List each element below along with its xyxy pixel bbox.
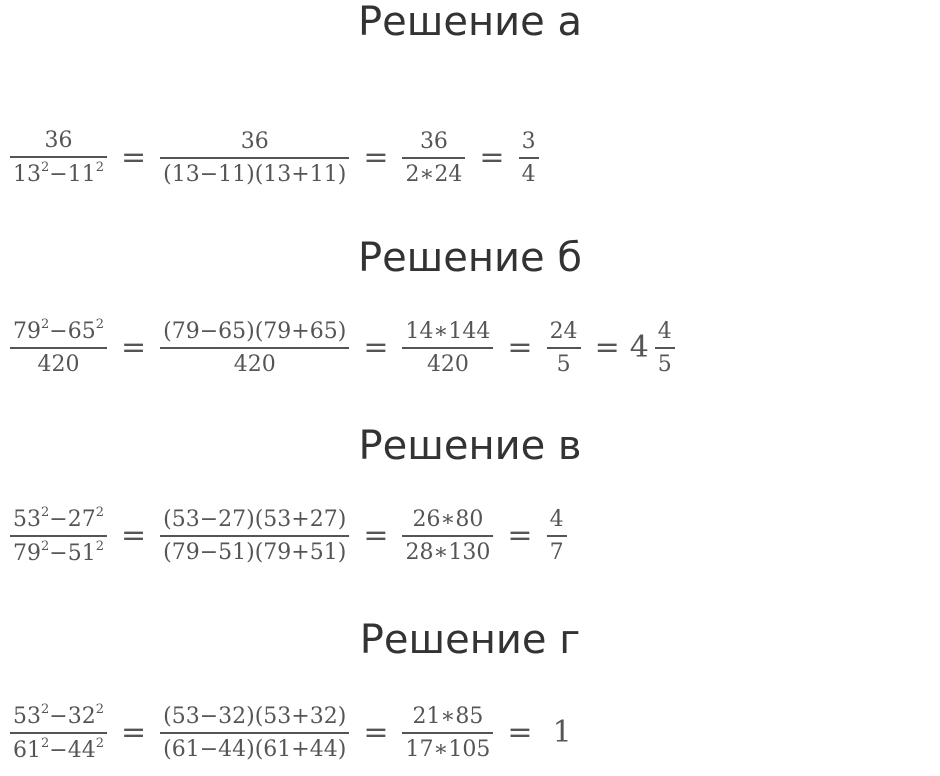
fraction-bar [518, 156, 539, 159]
numerator: 532−272 [13, 505, 104, 532]
whole-part: 4 [629, 330, 649, 366]
fraction: 26∗80 28∗130 [402, 507, 494, 566]
numerator: 26∗80 [412, 507, 484, 532]
numerator: 36 [240, 128, 269, 154]
fraction-bar [160, 732, 350, 735]
fraction-bar [402, 535, 494, 538]
denominator: 420 [233, 351, 276, 377]
numerator: 4 [657, 318, 672, 344]
operator: = [363, 139, 389, 175]
operator: = [121, 715, 147, 751]
numerator: 21∗85 [412, 704, 484, 729]
numerator: 24 [549, 318, 578, 344]
fraction-bar [546, 346, 581, 349]
heading-v: Решение в [358, 423, 582, 469]
numerator: (53−27)(53+27) [163, 507, 347, 532]
denominator: 792−512 [13, 539, 104, 567]
operator: = [121, 518, 147, 554]
fraction: 24 5 [546, 318, 581, 378]
fraction-bar [402, 732, 494, 735]
denominator: 2∗24 [405, 161, 463, 187]
equation-v: 532−272 792−512 = (53−27)(53+27) (79−51)(79+… [6, 505, 571, 567]
denominator: 5 [657, 351, 672, 377]
fraction: 36 132−112 [10, 128, 107, 188]
operator: = [363, 329, 389, 365]
operator: = [507, 715, 533, 751]
denominator: 420 [426, 351, 469, 377]
operator: = [507, 329, 533, 365]
denominator: 17∗105 [405, 737, 491, 763]
heading-b: Решение б [357, 235, 583, 281]
fraction: (53−27)(53+27) (79−51)(79+51) [160, 507, 350, 566]
numerator: 3 [521, 128, 536, 154]
fraction: (53−32)(53+32) (61−44)(61+44) [160, 704, 350, 763]
fraction: (79−65)(79+65) 420 [160, 318, 350, 378]
fraction-bar [654, 346, 675, 349]
numerator: 14∗144 [405, 318, 491, 344]
fraction-bar [160, 156, 350, 159]
denominator: (61−44)(61+44) [163, 737, 347, 763]
fraction-bar [160, 535, 350, 538]
fraction-bar [402, 156, 466, 159]
operator: = [479, 139, 505, 175]
fraction-bar [10, 347, 107, 350]
numerator: 4 [549, 507, 564, 532]
denominator: (79−51)(79+51) [163, 540, 347, 566]
denominator: 28∗130 [405, 540, 491, 566]
equation-a: 36 132−112 = 36 (13−11)(13+11) = 36 2∗24 = 3 4 [6, 128, 543, 188]
numerator: (79−65)(79+65) [163, 318, 347, 344]
numerator: 36 [44, 128, 73, 153]
equation-b: 792−652 420 = (79−65)(79+65) 420 = 14∗144 420 = 2… [6, 317, 679, 378]
fraction: 792−652 420 [10, 317, 107, 378]
fraction: 532−272 792−512 [10, 505, 107, 567]
denominator: 420 [37, 352, 80, 378]
fraction-bar [10, 535, 107, 538]
heading-g: Решение г [359, 617, 581, 663]
denominator: 7 [549, 540, 564, 566]
fraction: 36 2∗24 [402, 128, 466, 188]
fraction-bar [10, 732, 107, 735]
operator: = [507, 518, 533, 554]
fraction: 532−322 612−442 [10, 702, 107, 764]
numerator: 792−652 [13, 317, 104, 344]
denominator: (13−11)(13+11) [163, 161, 347, 187]
fraction-bar [402, 346, 494, 349]
operator: = [363, 715, 389, 751]
fraction-bar [160, 346, 350, 349]
operator: = [121, 329, 147, 365]
numerator: (53−32)(53+32) [163, 704, 347, 729]
fraction: 14∗144 420 [402, 318, 494, 378]
denominator: 612−442 [13, 736, 104, 764]
operator: = [363, 518, 389, 554]
fraction-bar [10, 156, 107, 159]
numerator: 36 [419, 128, 448, 154]
heading-a: Решение а [358, 0, 582, 45]
denominator: 4 [521, 161, 536, 187]
denominator: 132−112 [13, 160, 104, 188]
denominator: 5 [556, 351, 571, 377]
fraction-bar [546, 535, 567, 538]
fraction: 21∗85 17∗105 [402, 704, 494, 763]
operator: = [594, 329, 620, 365]
numerator: 532−322 [13, 702, 104, 729]
equation-g: 532−322 612−442 = (53−32)(53+32) (61−44)(61+… [6, 702, 582, 764]
operator: = [121, 139, 147, 175]
operator: 1 [552, 715, 572, 751]
fraction: 36 (13−11)(13+11) [160, 128, 350, 188]
